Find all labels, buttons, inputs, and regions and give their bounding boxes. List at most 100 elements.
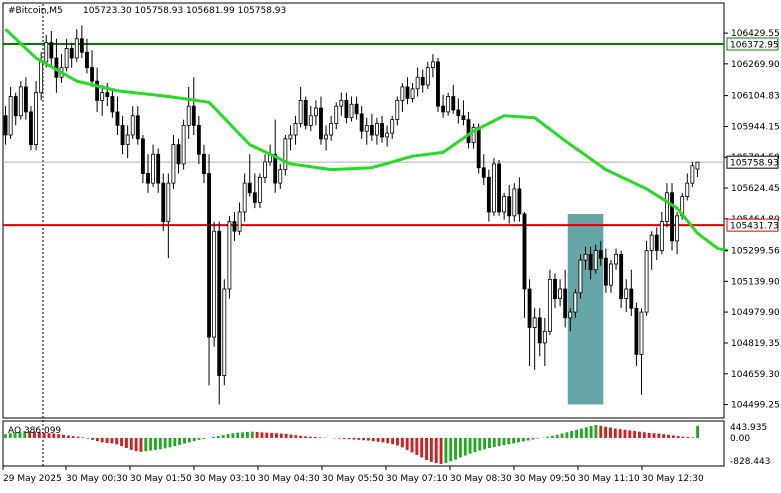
- candle: [349, 96, 354, 122]
- candle-body-bearish: [563, 288, 568, 319]
- candle: [410, 83, 415, 103]
- candle: [441, 94, 446, 118]
- candle-body-bullish: [151, 153, 156, 184]
- candle: [95, 67, 100, 112]
- candle: [634, 302, 639, 366]
- x-axis-tick-label: 30 May 08:30: [450, 474, 512, 484]
- candle-body-bearish: [319, 107, 323, 140]
- candle-body-bearish: [481, 167, 486, 178]
- candle: [232, 212, 237, 241]
- candle-body-bearish: [232, 221, 237, 232]
- candle: [90, 50, 94, 87]
- candle-body-bearish: [598, 250, 603, 259]
- candle-body-bullish: [130, 115, 135, 136]
- candle-body-bearish: [303, 99, 308, 126]
- candle-body-bearish: [619, 253, 624, 300]
- candle-body-bullish: [34, 92, 38, 146]
- candle-body-bullish: [395, 99, 400, 121]
- candle: [161, 173, 166, 232]
- candle-body-bullish: [100, 92, 105, 101]
- green-line-price-tag: 106372.95: [730, 40, 779, 50]
- candle-body-bullish: [293, 123, 298, 136]
- candle-body-bearish: [161, 182, 166, 223]
- candle-body-bullish: [375, 123, 379, 136]
- candle-body-bearish: [13, 96, 18, 117]
- y-axis-tick-label: 105944.15: [731, 123, 780, 133]
- candle-body-bullish: [125, 134, 130, 146]
- candle: [242, 173, 247, 222]
- y-axis-tick-label: 104499.25: [731, 401, 780, 411]
- candle-body-bearish: [654, 234, 659, 251]
- candle: [385, 125, 390, 147]
- candle-body-bearish: [369, 124, 374, 136]
- candle: [212, 221, 217, 347]
- candle: [64, 38, 69, 72]
- candle: [624, 279, 629, 313]
- candle-body-bearish: [120, 124, 125, 146]
- candle-body-bearish: [105, 92, 110, 97]
- candle: [481, 154, 486, 186]
- x-axis-tick-label: 30 May 11:10: [578, 474, 640, 484]
- candle: [130, 106, 135, 139]
- candle: [115, 96, 120, 136]
- candle: [319, 96, 323, 145]
- candle-body-bullish: [578, 259, 583, 294]
- candle: [420, 69, 425, 93]
- candle-body-bearish: [441, 105, 446, 113]
- candle-body-bullish: [308, 115, 313, 126]
- candle: [146, 154, 150, 193]
- candle-body-bearish: [354, 103, 359, 115]
- y-axis-tick-label: 106429.55: [731, 29, 780, 39]
- candle-body-bearish: [135, 115, 140, 140]
- candle-body-bearish: [3, 115, 8, 136]
- candle-body-bearish: [603, 257, 608, 286]
- candle-body-bearish: [553, 278, 557, 300]
- candle: [181, 119, 186, 170]
- candle-body-bearish: [85, 51, 89, 69]
- candle-body-bearish: [146, 173, 150, 184]
- candle: [207, 154, 211, 386]
- candle-body-bullish: [685, 182, 690, 198]
- candle-body-bearish: [670, 192, 674, 242]
- candle: [191, 77, 196, 136]
- ao-scale-zero: 0.00: [730, 434, 750, 444]
- candle-body-bearish: [79, 38, 84, 53]
- candle-body-bullish: [593, 250, 598, 271]
- candle: [125, 125, 130, 159]
- candle: [140, 135, 145, 184]
- candle: [23, 77, 28, 120]
- candle: [400, 83, 405, 112]
- candle: [324, 125, 328, 151]
- candle: [171, 135, 176, 189]
- candle: [578, 254, 583, 299]
- candle: [425, 61, 430, 89]
- x-axis-tick-label: 30 May 07:10: [386, 474, 448, 484]
- candle-body-bearish: [217, 230, 222, 376]
- main-plot-frame: [2, 2, 725, 419]
- candle-body-bullish: [364, 124, 369, 132]
- candle-body-bearish: [507, 196, 512, 217]
- candle-body-bearish: [252, 192, 257, 203]
- candle: [8, 86, 13, 139]
- candle-body-bullish: [425, 67, 430, 86]
- candle: [563, 269, 568, 328]
- candle: [685, 173, 690, 201]
- candle-body-bearish: [451, 96, 456, 111]
- candle: [649, 231, 654, 270]
- y-axis-tick-label: 106269.90: [731, 60, 780, 70]
- candle-body-bullish: [512, 188, 517, 217]
- candle-body-bearish: [176, 144, 181, 165]
- candle-body-bullish: [283, 138, 288, 171]
- candle-body-bearish: [90, 67, 94, 82]
- candle: [34, 81, 38, 151]
- candle: [3, 106, 8, 145]
- candle-body-bullish: [313, 107, 318, 117]
- candle: [583, 246, 588, 270]
- x-axis-tick-label: 30 May 03:10: [194, 474, 256, 484]
- candle: [151, 144, 156, 187]
- candle-body-bearish: [23, 86, 28, 113]
- candle-body-bullish: [644, 250, 649, 313]
- candle-body-bullish: [334, 105, 339, 124]
- current-price-tag-box: [726, 155, 779, 169]
